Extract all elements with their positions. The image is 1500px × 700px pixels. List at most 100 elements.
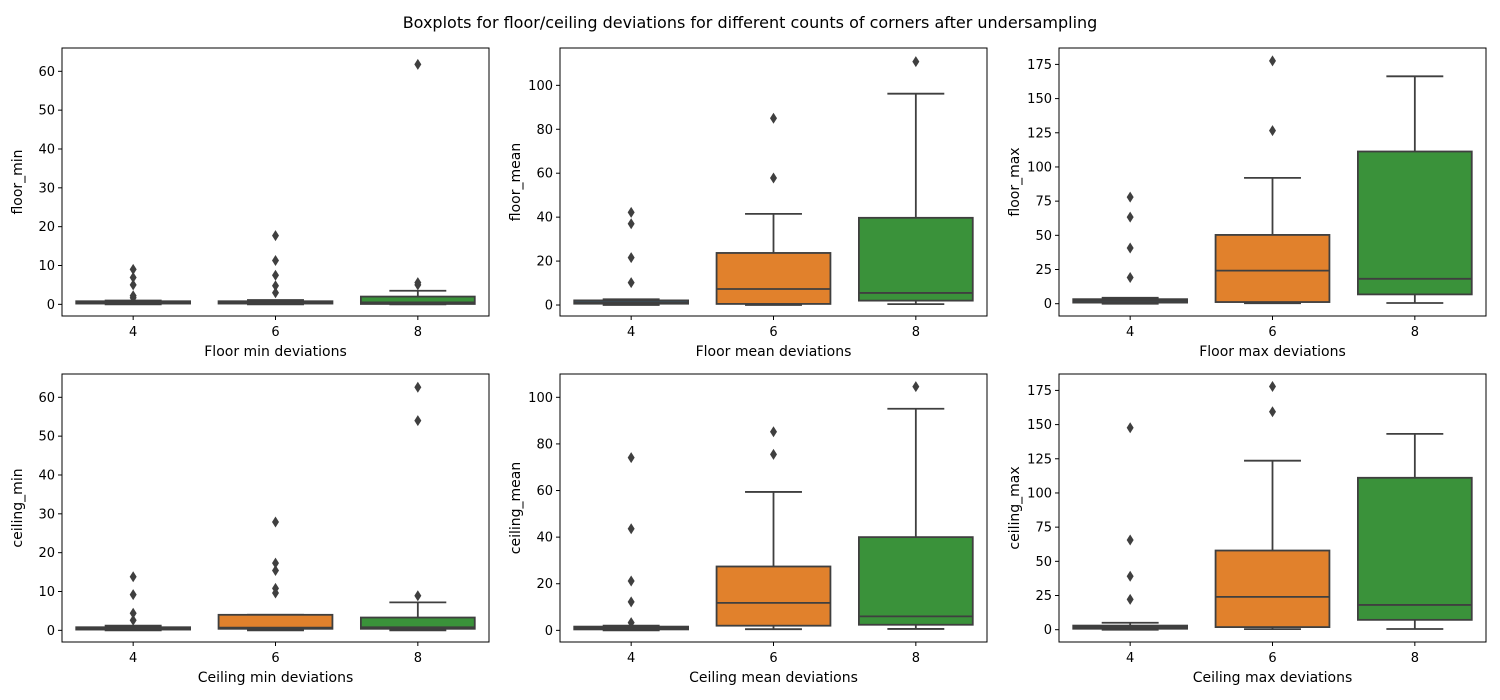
y-tick-label: 80: [536, 437, 553, 452]
x-tick-label: 6: [271, 651, 279, 666]
box-4: [573, 452, 690, 632]
x-axis-label: Ceiling mean deviations: [689, 670, 858, 686]
x-axis-label: Ceiling max deviations: [1193, 670, 1353, 686]
y-axis-label: ceiling_min: [10, 468, 26, 547]
iqr-box: [1214, 549, 1331, 628]
iqr-box: [359, 616, 476, 630]
x-tick-label: 6: [1268, 325, 1276, 340]
outlier-point: [627, 452, 635, 464]
boxplot-panel: 0 10 20 30 40 50 60 4 6 8 Ceiling min deviations ce…: [10, 373, 490, 686]
y-tick-label: 150: [1027, 92, 1052, 107]
x-axis-label: Ceiling min deviations: [198, 670, 353, 686]
y-tick-label: 30: [38, 181, 55, 196]
box-6: [715, 112, 832, 306]
box-8: [359, 381, 476, 632]
y-tick-label: 50: [38, 104, 55, 119]
y-tick-label: 80: [536, 123, 553, 138]
y-tick-label: 25: [1035, 589, 1052, 604]
x-tick-label: 8: [912, 651, 920, 666]
axes-frame: [61, 373, 490, 643]
outlier-point: [272, 287, 279, 299]
box-4: [573, 206, 690, 306]
x-tick-label: 6: [271, 325, 279, 340]
y-axis-label: floor_mean: [508, 143, 524, 221]
y-tick-label: 40: [536, 531, 553, 546]
iqr-box: [715, 565, 832, 627]
x-tick-label: 4: [1126, 651, 1134, 666]
boxplot-panel: 0 20 40 60 80 100 4 6 8 Floor mean deviations floo…: [508, 47, 988, 360]
y-tick-label: 20: [536, 255, 553, 270]
outlier-point: [1126, 534, 1134, 546]
outlier-point: [627, 617, 635, 629]
y-tick-label: 60: [38, 391, 55, 406]
x-tick-label: 8: [414, 651, 422, 666]
iqr-box: [715, 252, 832, 305]
outlier-point: [414, 58, 422, 70]
outlier-point: [129, 571, 137, 583]
x-tick-label: 8: [1411, 651, 1419, 666]
outlier-point: [770, 112, 777, 124]
box-6: [217, 230, 334, 306]
outlier-point: [912, 56, 920, 68]
outlier-point: [414, 381, 422, 393]
outlier-point: [1269, 125, 1276, 137]
box-8: [1357, 75, 1473, 304]
x-axis-label: Floor min deviations: [204, 344, 347, 360]
outlier-point: [129, 263, 137, 275]
y-tick-label: 125: [1027, 126, 1052, 141]
outlier-point: [627, 277, 635, 289]
y-tick-label: 10: [38, 585, 55, 600]
outlier-point: [129, 614, 137, 626]
outlier-point: [770, 172, 777, 184]
outlier-point: [129, 290, 137, 302]
boxplot-panel: 0 25 50 75 100 125 150 175 4 6 8 Floor max deviatio…: [1007, 47, 1487, 360]
y-tick-label: 40: [38, 142, 55, 157]
y-tick-label: 60: [38, 65, 55, 80]
y-tick-label: 75: [1035, 195, 1052, 210]
outlier-point: [129, 272, 137, 284]
iqr-box: [217, 613, 334, 630]
outlier-point: [770, 426, 777, 438]
y-tick-label: 50: [1035, 555, 1052, 570]
y-tick-label: 125: [1027, 452, 1052, 467]
y-tick-label: 20: [38, 546, 55, 561]
box-6: [715, 426, 832, 631]
outlier-point: [272, 269, 279, 281]
y-tick-label: 60: [536, 167, 553, 182]
outlier-point: [1126, 422, 1134, 434]
y-tick-label: 175: [1027, 58, 1052, 73]
y-tick-label: 100: [1027, 160, 1052, 175]
outlier-point: [627, 218, 635, 230]
box-8: [858, 56, 974, 306]
outlier-point: [272, 582, 279, 594]
x-tick-label: 6: [769, 325, 777, 340]
outlier-point: [272, 516, 279, 528]
boxplot-panel: 0 25 50 75 100 125 150 175 4 6 8 Ceiling max deviat…: [1007, 373, 1487, 686]
x-tick-label: 8: [912, 325, 920, 340]
y-axis-label: floor_min: [10, 149, 26, 214]
outlier-point: [1126, 593, 1134, 605]
x-axis-label: Floor max deviations: [1199, 344, 1346, 360]
iqr-box: [359, 295, 476, 305]
box-6: [1214, 380, 1331, 631]
outlier-point: [1269, 406, 1276, 418]
outlier-point: [272, 565, 279, 577]
outlier-point: [1126, 191, 1134, 203]
box-8: [1357, 432, 1473, 630]
box-6: [217, 516, 334, 632]
outlier-point: [1126, 242, 1134, 254]
y-tick-label: 50: [38, 430, 55, 445]
outlier-point: [129, 279, 137, 291]
axes-frame: [559, 373, 988, 643]
axes-frame: [1058, 47, 1487, 317]
y-tick-label: 150: [1027, 418, 1052, 433]
outlier-point: [1126, 271, 1134, 283]
outlier-point: [627, 523, 635, 535]
outlier-point: [414, 277, 422, 289]
y-tick-label: 0: [47, 624, 55, 639]
y-tick-label: 0: [47, 298, 55, 313]
y-axis-label: floor_max: [1007, 147, 1023, 216]
y-tick-label: 0: [1044, 297, 1052, 312]
x-tick-label: 4: [129, 651, 137, 666]
